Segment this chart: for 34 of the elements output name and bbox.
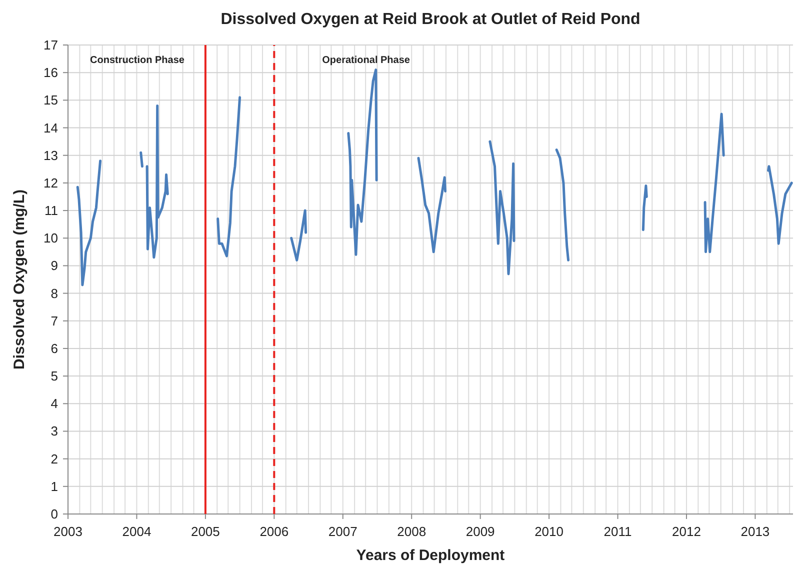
x-tick-label: 2007 bbox=[328, 524, 358, 539]
x-tick-label: 2006 bbox=[260, 524, 289, 539]
y-tick-label: 15 bbox=[44, 92, 58, 108]
y-tick-label: 8 bbox=[50, 286, 58, 301]
y-axis-title: Dissolved Oxygen (mg/L) bbox=[11, 189, 28, 370]
x-tick-label: 2004 bbox=[122, 524, 152, 539]
x-tick-label: 2010 bbox=[534, 524, 564, 539]
y-tick-label: 5 bbox=[50, 368, 58, 384]
chart-title: Dissolved Oxygen at Reid Brook at Outlet of Reid Pond bbox=[220, 11, 640, 28]
x-tick-label: 2013 bbox=[740, 524, 770, 539]
x-axis-title: Years of Deployment bbox=[356, 547, 505, 564]
y-tick-label: 14 bbox=[44, 120, 58, 136]
annotation: Construction Phase bbox=[90, 55, 185, 66]
y-tick-label: 2 bbox=[50, 451, 58, 466]
y-tick-label: 12 bbox=[44, 175, 58, 190]
x-tick-label: 2003 bbox=[54, 524, 82, 539]
y-tick-label: 7 bbox=[50, 313, 58, 328]
y-tick-label: 10 bbox=[44, 230, 58, 246]
y-tick-label: 1 bbox=[50, 478, 58, 494]
x-tick-label: 2012 bbox=[672, 524, 701, 539]
annotation: Operational Phase bbox=[322, 55, 410, 66]
y-tick-label: 13 bbox=[44, 148, 58, 163]
x-tick-label: 2008 bbox=[397, 524, 426, 539]
y-tick-label: 17 bbox=[44, 38, 58, 52]
y-tick-label: 3 bbox=[50, 424, 58, 439]
y-tick-label: 4 bbox=[50, 396, 58, 412]
y-tick-label: 9 bbox=[50, 258, 58, 274]
y-tick-label: 16 bbox=[44, 65, 58, 80]
y-tick-label: 11 bbox=[44, 203, 58, 218]
x-tick-label: 2005 bbox=[190, 524, 220, 539]
y-tick-label: 6 bbox=[50, 340, 58, 356]
x-tick-label: 2009 bbox=[466, 524, 495, 539]
x-tick-label: 2011 bbox=[604, 524, 632, 539]
y-tick-label: 0 bbox=[50, 506, 58, 522]
